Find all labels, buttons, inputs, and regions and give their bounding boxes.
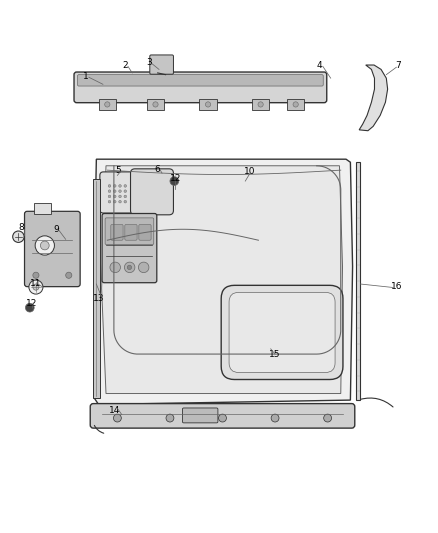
Circle shape xyxy=(124,200,127,203)
Bar xyxy=(99,99,116,110)
Text: 11: 11 xyxy=(30,279,42,288)
Text: 16: 16 xyxy=(391,282,402,290)
Circle shape xyxy=(119,190,121,192)
Polygon shape xyxy=(359,65,388,131)
Text: 15: 15 xyxy=(269,351,281,359)
Text: 14: 14 xyxy=(109,406,120,415)
Circle shape xyxy=(138,262,149,273)
Circle shape xyxy=(108,184,111,187)
Circle shape xyxy=(170,177,179,185)
Text: 4: 4 xyxy=(317,61,322,69)
Text: 5: 5 xyxy=(115,166,121,175)
Circle shape xyxy=(113,414,121,422)
Circle shape xyxy=(108,190,111,192)
Circle shape xyxy=(113,200,116,203)
FancyBboxPatch shape xyxy=(139,224,151,240)
Text: 12: 12 xyxy=(170,174,181,183)
Circle shape xyxy=(119,195,121,198)
FancyBboxPatch shape xyxy=(182,408,218,423)
FancyBboxPatch shape xyxy=(105,218,154,245)
Text: 13: 13 xyxy=(93,294,104,303)
Bar xyxy=(147,99,164,110)
Text: 9: 9 xyxy=(53,225,59,234)
Circle shape xyxy=(108,200,111,203)
Bar xyxy=(93,179,100,398)
Circle shape xyxy=(35,236,54,255)
Circle shape xyxy=(108,195,111,198)
Circle shape xyxy=(166,414,174,422)
Circle shape xyxy=(29,280,43,294)
Polygon shape xyxy=(94,159,353,405)
Circle shape xyxy=(219,414,226,422)
Circle shape xyxy=(258,102,263,107)
Circle shape xyxy=(25,303,34,312)
Circle shape xyxy=(124,262,135,273)
Text: 6: 6 xyxy=(155,165,161,174)
Bar xyxy=(287,99,304,110)
Polygon shape xyxy=(356,162,360,400)
Circle shape xyxy=(153,102,158,107)
Circle shape xyxy=(324,414,332,422)
FancyBboxPatch shape xyxy=(25,211,80,287)
Bar xyxy=(199,99,217,110)
Circle shape xyxy=(124,195,127,198)
FancyBboxPatch shape xyxy=(229,292,335,373)
Circle shape xyxy=(124,190,127,192)
Circle shape xyxy=(110,262,120,273)
FancyBboxPatch shape xyxy=(221,285,343,379)
FancyBboxPatch shape xyxy=(90,403,355,428)
Circle shape xyxy=(205,102,211,107)
FancyBboxPatch shape xyxy=(125,224,137,240)
Text: 10: 10 xyxy=(244,166,255,175)
Circle shape xyxy=(127,265,131,270)
Text: 2: 2 xyxy=(122,61,127,69)
Circle shape xyxy=(113,195,116,198)
FancyBboxPatch shape xyxy=(78,75,323,86)
FancyBboxPatch shape xyxy=(131,169,173,215)
Circle shape xyxy=(293,102,298,107)
Bar xyxy=(34,203,51,214)
Circle shape xyxy=(33,284,39,290)
FancyBboxPatch shape xyxy=(102,214,157,282)
FancyBboxPatch shape xyxy=(74,72,327,103)
Circle shape xyxy=(119,184,121,187)
Circle shape xyxy=(124,184,127,187)
Circle shape xyxy=(113,190,116,192)
Text: 12: 12 xyxy=(26,299,37,308)
Circle shape xyxy=(66,272,72,278)
Circle shape xyxy=(33,272,39,278)
Circle shape xyxy=(271,414,279,422)
Circle shape xyxy=(40,241,49,250)
FancyBboxPatch shape xyxy=(150,55,173,74)
Circle shape xyxy=(13,231,24,243)
Circle shape xyxy=(105,102,110,107)
Text: 8: 8 xyxy=(18,223,24,232)
Circle shape xyxy=(119,200,121,203)
FancyBboxPatch shape xyxy=(100,172,134,213)
Text: 3: 3 xyxy=(146,58,152,67)
Bar xyxy=(252,99,269,110)
Polygon shape xyxy=(102,166,343,393)
FancyBboxPatch shape xyxy=(111,224,123,240)
Text: 1: 1 xyxy=(82,72,88,81)
Circle shape xyxy=(113,184,116,187)
Text: 7: 7 xyxy=(396,61,402,70)
